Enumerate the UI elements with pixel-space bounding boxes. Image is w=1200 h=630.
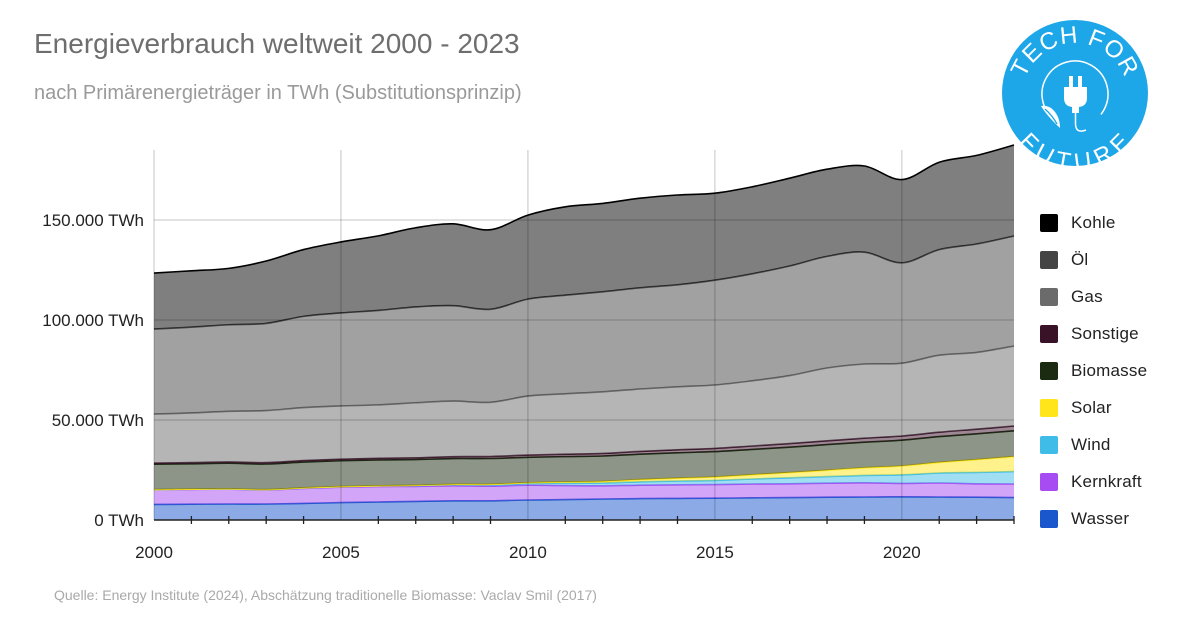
legend: Kohle Öl Gas Sonstige Biomasse Solar Wind Kernk… <box>1040 205 1147 537</box>
line-sonstige <box>153 425 1015 464</box>
x-tick-label: 2005 <box>322 543 360 562</box>
chart-title: Energieverbrauch weltweit 2000 - 2023 <box>34 28 520 59</box>
legend-swatch <box>1040 288 1058 307</box>
area-wind <box>154 471 1014 491</box>
area-layers <box>153 144 1015 520</box>
legend-item: Biomasse <box>1040 353 1147 390</box>
legend-label: Biomasse <box>1071 361 1148 380</box>
x-tick-label: 2010 <box>509 543 547 562</box>
source-note: Quelle: Energy Institute (2024), Abschät… <box>54 587 597 603</box>
legend-swatch <box>1040 362 1058 380</box>
legend-item: Kohle <box>1040 205 1147 242</box>
legend-label: Wasser <box>1071 508 1130 528</box>
gridlines <box>153 150 1014 520</box>
legend-label: Gas <box>1071 287 1103 307</box>
legend-item: Sonstige <box>1040 316 1147 353</box>
y-axis: 0 TWh 50.000 TWh 100.000 TWh 150.000 TWh <box>42 211 144 530</box>
area-gas <box>154 346 1014 464</box>
legend-swatch <box>1040 214 1058 233</box>
legend-label: Solar <box>1071 397 1112 417</box>
legend-swatch <box>1040 325 1058 344</box>
line-kohle <box>153 144 1015 274</box>
legend-swatch <box>1040 509 1058 528</box>
legend-item: Wind <box>1040 426 1147 463</box>
chart-subtitle: nach Primärenergieträger in TWh (Substit… <box>34 82 522 104</box>
area-kohle <box>154 145 1014 330</box>
legend-item: Öl <box>1040 242 1147 279</box>
x-tick-label: 2015 <box>696 543 734 562</box>
legend-label: Kohle <box>1071 213 1116 233</box>
y-tick-label: 100.000 TWh <box>42 311 144 330</box>
tech-for-future-logo: TECH FOR FUTURE <box>1002 20 1148 168</box>
plug-leaf-icon <box>1041 60 1109 132</box>
area-oel <box>154 236 1014 415</box>
legend-swatch <box>1040 472 1058 491</box>
x-axis: 2000 2005 2010 2015 2020 <box>135 516 1015 562</box>
legend-swatch <box>1040 398 1058 417</box>
legend-label: Wind <box>1071 434 1111 454</box>
legend-item: Gas <box>1040 279 1147 316</box>
legend-item: Kernkraft <box>1040 463 1147 500</box>
y-tick-label: 0 TWh <box>94 511 144 530</box>
legend-item: Wasser <box>1040 500 1147 537</box>
y-tick-label: 150.000 TWh <box>42 211 144 230</box>
area-kernkraft <box>154 482 1014 505</box>
area-solar <box>154 456 1014 490</box>
legend-label: Sonstige <box>1071 324 1139 344</box>
legend-item: Solar <box>1040 389 1147 426</box>
y-tick-label: 50.000 TWh <box>52 411 144 430</box>
legend-label: Öl <box>1071 250 1089 270</box>
legend-label: Kernkraft <box>1071 471 1142 491</box>
legend-swatch <box>1040 251 1058 270</box>
x-tick-label: 2020 <box>883 543 921 562</box>
legend-swatch <box>1040 435 1058 454</box>
area-biomasse <box>154 430 1014 490</box>
x-tick-label: 2000 <box>135 543 173 562</box>
